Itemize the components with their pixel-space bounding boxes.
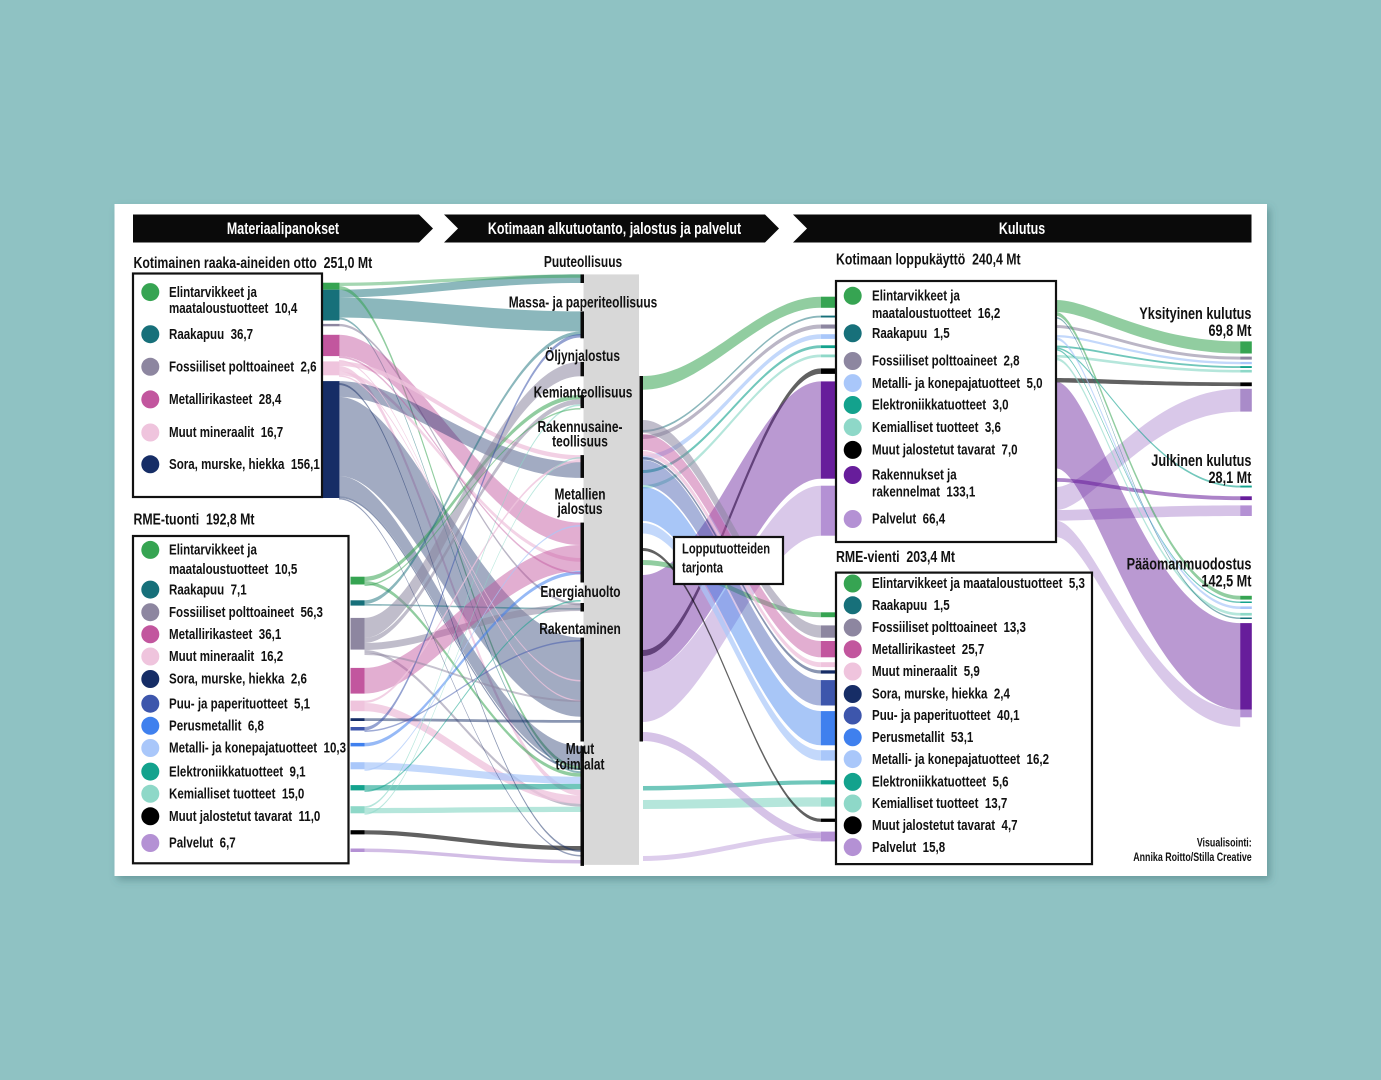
svg-text:Metalli- ja konepajatuotteet: Metalli- ja konepajatuotteet 16,2 (872, 750, 1049, 767)
svg-text:toimialat: toimialat (555, 755, 604, 773)
svg-text:Kotimaan alkutuotanto, jalostu: Kotimaan alkutuotanto, jalostus ja palve… (488, 220, 741, 238)
svg-text:Elektroniikkatuotteet 9,1: Elektroniikkatuotteet 9,1 (169, 763, 306, 780)
svg-text:Fossiiliset polttoaineet 13,3: Fossiiliset polttoaineet 13,3 (872, 619, 1026, 636)
svg-text:Metallien: Metallien (554, 485, 605, 503)
svg-text:Metalli- ja konepajatuotteet: Metalli- ja konepajatuotteet 10,3 (169, 739, 346, 756)
svg-text:rakennelmat 133,1: rakennelmat 133,1 (872, 483, 976, 500)
svg-text:Rakentaminen: Rakentaminen (539, 619, 621, 637)
svg-text:Puuteollisuus: Puuteollisuus (544, 252, 622, 270)
svg-text:Yksityinen kulutus: Yksityinen kulutus (1139, 306, 1251, 324)
svg-text:Öljynjalostus: Öljynjalostus (545, 346, 620, 364)
svg-text:Elintarvikkeet ja: Elintarvikkeet ja (169, 283, 257, 300)
svg-text:Annika Roitto/Stilla Creative: Annika Roitto/Stilla Creative (1133, 852, 1252, 864)
svg-text:142,5 Mt: 142,5 Mt (1201, 573, 1251, 591)
svg-text:Raakapuu 1,5: Raakapuu 1,5 (872, 597, 950, 614)
svg-text:Kemialliset tuotteet 13,7: Kemialliset tuotteet 13,7 (872, 795, 1007, 812)
svg-text:maataloustuotteet 16,2: maataloustuotteet 16,2 (872, 304, 1000, 321)
svg-text:maataloustuotteet 10,4: maataloustuotteet 10,4 (169, 300, 298, 317)
svg-text:Puu- ja paperituotteet 40,1: Puu- ja paperituotteet 40,1 (872, 707, 1020, 724)
svg-text:Sora, murske, hiekka 2,6: Sora, murske, hiekka 2,6 (169, 670, 307, 687)
svg-text:Muut mineraalit 16,7: Muut mineraalit 16,7 (169, 424, 283, 441)
svg-text:Palvelut 66,4: Palvelut 66,4 (872, 510, 946, 527)
svg-text:Kotimainen raaka-aineiden otto: Kotimainen raaka-aineiden otto 251,0 Mt (134, 255, 373, 273)
svg-text:Kemialliset tuotteet 15,0: Kemialliset tuotteet 15,0 (169, 785, 304, 802)
svg-text:Perusmetallit 6,8: Perusmetallit 6,8 (169, 717, 264, 734)
svg-text:Rakennusaine-: Rakennusaine- (538, 418, 623, 436)
svg-text:Muut mineraalit 16,2: Muut mineraalit 16,2 (169, 648, 283, 665)
svg-text:Muut jalostetut tavarat 11,0: Muut jalostetut tavarat 11,0 (169, 808, 320, 825)
svg-text:Kulutus: Kulutus (999, 220, 1045, 238)
svg-text:Lopputuotteiden: Lopputuotteiden (682, 540, 770, 557)
svg-text:RME-tuonti 192,8 Mt: RME-tuonti 192,8 Mt (134, 511, 255, 529)
svg-text:Raakapuu 7,1: Raakapuu 7,1 (169, 581, 247, 598)
svg-text:Puu- ja paperituotteet 5,1: Puu- ja paperituotteet 5,1 (169, 695, 311, 712)
svg-text:Elintarvikkeet ja: Elintarvikkeet ja (872, 287, 960, 304)
svg-text:Metallirikasteet 25,7: Metallirikasteet 25,7 (872, 641, 984, 658)
svg-text:maataloustuotteet 10,5: maataloustuotteet 10,5 (169, 560, 298, 577)
svg-text:Kemianteollisuus: Kemianteollisuus (534, 383, 633, 401)
svg-text:Muut jalostetut tavarat 4,7: Muut jalostetut tavarat 4,7 (872, 817, 1018, 834)
svg-text:Elektroniikkatuotteet 3,0: Elektroniikkatuotteet 3,0 (872, 396, 1009, 413)
svg-text:Fossiiliset polttoaineet 56,3: Fossiiliset polttoaineet 56,3 (169, 603, 323, 620)
svg-text:Sora, murske, hiekka 2,4: Sora, murske, hiekka 2,4 (872, 685, 1010, 702)
svg-text:Raakapuu 36,7: Raakapuu 36,7 (169, 325, 253, 342)
svg-text:Palvelut 6,7: Palvelut 6,7 (169, 834, 236, 851)
svg-text:Elintarvikkeet ja: Elintarvikkeet ja (169, 541, 257, 558)
svg-text:Kotimaan loppukäyttö 240,4 Mt: Kotimaan loppukäyttö 240,4 Mt (836, 251, 1021, 269)
svg-text:Elintarvikkeet ja maataloustuo: Elintarvikkeet ja maataloustuotteet 5,3 (872, 575, 1085, 592)
svg-text:jalostus: jalostus (557, 499, 603, 517)
svg-text:teollisuus: teollisuus (552, 432, 608, 450)
svg-text:Palvelut 15,8: Palvelut 15,8 (872, 838, 946, 855)
svg-text:Raakapuu 1,5: Raakapuu 1,5 (872, 325, 950, 342)
svg-text:RME-vienti 203,4 Mt: RME-vienti 203,4 Mt (836, 549, 955, 567)
svg-text:Energiahuolto: Energiahuolto (540, 582, 620, 600)
svg-text:Perusmetallit 53,1: Perusmetallit 53,1 (872, 729, 974, 746)
svg-text:Fossiiliset polttoaineet 2,8: Fossiiliset polttoaineet 2,8 (872, 352, 1020, 369)
svg-text:Visualisointi:: Visualisointi: (1197, 837, 1252, 849)
svg-text:Pääomanmuodostus: Pääomanmuodostus (1127, 556, 1252, 574)
svg-text:Fossiiliset polttoaineet 2,6: Fossiiliset polttoaineet 2,6 (169, 358, 316, 375)
svg-text:Julkinen kulutus: Julkinen kulutus (1151, 453, 1251, 471)
svg-text:Materiaalipanokset: Materiaalipanokset (227, 220, 339, 238)
svg-text:Kemialliset tuotteet 3,6: Kemialliset tuotteet 3,6 (872, 418, 1001, 435)
svg-text:Metallirikasteet 36,1: Metallirikasteet 36,1 (169, 626, 282, 643)
svg-text:69,8 Mt: 69,8 Mt (1208, 323, 1251, 341)
svg-text:28,1 Mt: 28,1 Mt (1208, 470, 1251, 488)
svg-text:Muut: Muut (566, 739, 595, 757)
svg-text:Muut jalostetut tavarat 7,0: Muut jalostetut tavarat 7,0 (872, 441, 1018, 458)
svg-text:Metallirikasteet 28,4: Metallirikasteet 28,4 (169, 391, 282, 408)
svg-text:Muut mineraalit 5,9: Muut mineraalit 5,9 (872, 663, 980, 680)
svg-text:Metalli- ja konepajatuotteet: Metalli- ja konepajatuotteet 5,0 (872, 374, 1043, 391)
svg-text:Sora, murske, hiekka 156,1: Sora, murske, hiekka 156,1 (169, 456, 320, 473)
svg-text:Elektroniikkatuotteet 5,6: Elektroniikkatuotteet 5,6 (872, 773, 1009, 790)
svg-text:Rakennukset ja: Rakennukset ja (872, 466, 957, 483)
svg-text:Massa- ja paperiteollisuus: Massa- ja paperiteollisuus (509, 293, 658, 311)
svg-text:tarjonta: tarjonta (682, 559, 724, 576)
